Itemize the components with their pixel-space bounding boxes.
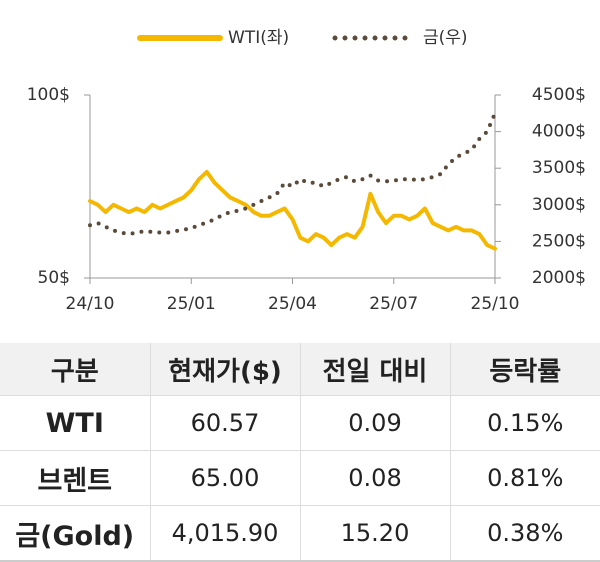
x-tick-label: 25/01: [167, 294, 216, 314]
series-line: [88, 169, 497, 251]
y2-tick-label: 4000$: [532, 122, 586, 142]
table-cell: 전일 대비: [299, 343, 450, 396]
table-cell: 0.09: [299, 395, 450, 451]
y2-tick-label: 3500$: [532, 158, 586, 178]
table-row: 브렌트 65.00 0.08 0.81%: [0, 450, 600, 506]
chart: 50$ 100$ 2000$ 2500$ 3000$ 3500$ 4000$ 4500$ 24/…: [27, 28, 586, 314]
table-cell: 0.38%: [449, 505, 600, 562]
table-row: WTI 60.57 0.09 0.15%: [0, 395, 600, 451]
price-table: 구분 현재가($) 전일 대비 등락률 WTI 60.57 0.09 0.15% 브렌트 65.0…: [0, 343, 600, 562]
x-tick-label: 24/10: [66, 294, 115, 314]
y2-tick-label: 2000$: [532, 268, 586, 288]
x-tick-label: 25/07: [369, 294, 418, 314]
table-cell: 0.15%: [449, 395, 600, 451]
table-cell: 60.57: [149, 395, 300, 451]
legend-label: 금(우): [423, 28, 468, 48]
table-cell: 브렌트: [0, 450, 150, 506]
table-cell: 구분: [0, 343, 150, 396]
table-cell: 65.00: [149, 450, 300, 506]
table-row: 구분 현재가($) 전일 대비 등락률: [0, 343, 600, 396]
table-cell: 현재가($): [149, 343, 300, 396]
y2-tick-label: 2500$: [532, 231, 586, 251]
table-row: 금(Gold) 4,015.90 15.20 0.38%: [0, 505, 600, 562]
table-cell: 4,015.90: [149, 505, 300, 562]
table-cell: 0.08: [299, 450, 450, 506]
x-tick-label: 25/10: [471, 294, 520, 314]
table-cell: 0.81%: [449, 450, 600, 506]
table-cell: WTI: [0, 395, 150, 451]
legend-label: WTI(좌): [228, 28, 289, 48]
table-cell: 15.20: [299, 505, 450, 562]
y-tick-label: 50$: [38, 268, 70, 288]
series-line: [88, 111, 497, 237]
y-tick-label: 100$: [27, 85, 70, 105]
y2-tick-label: 3000$: [532, 195, 586, 215]
table-cell: 등락률: [449, 343, 600, 396]
y2-tick-label: 4500$: [532, 85, 586, 105]
table-cell: 금(Gold): [0, 505, 150, 562]
x-tick-label: 25/04: [268, 294, 317, 314]
